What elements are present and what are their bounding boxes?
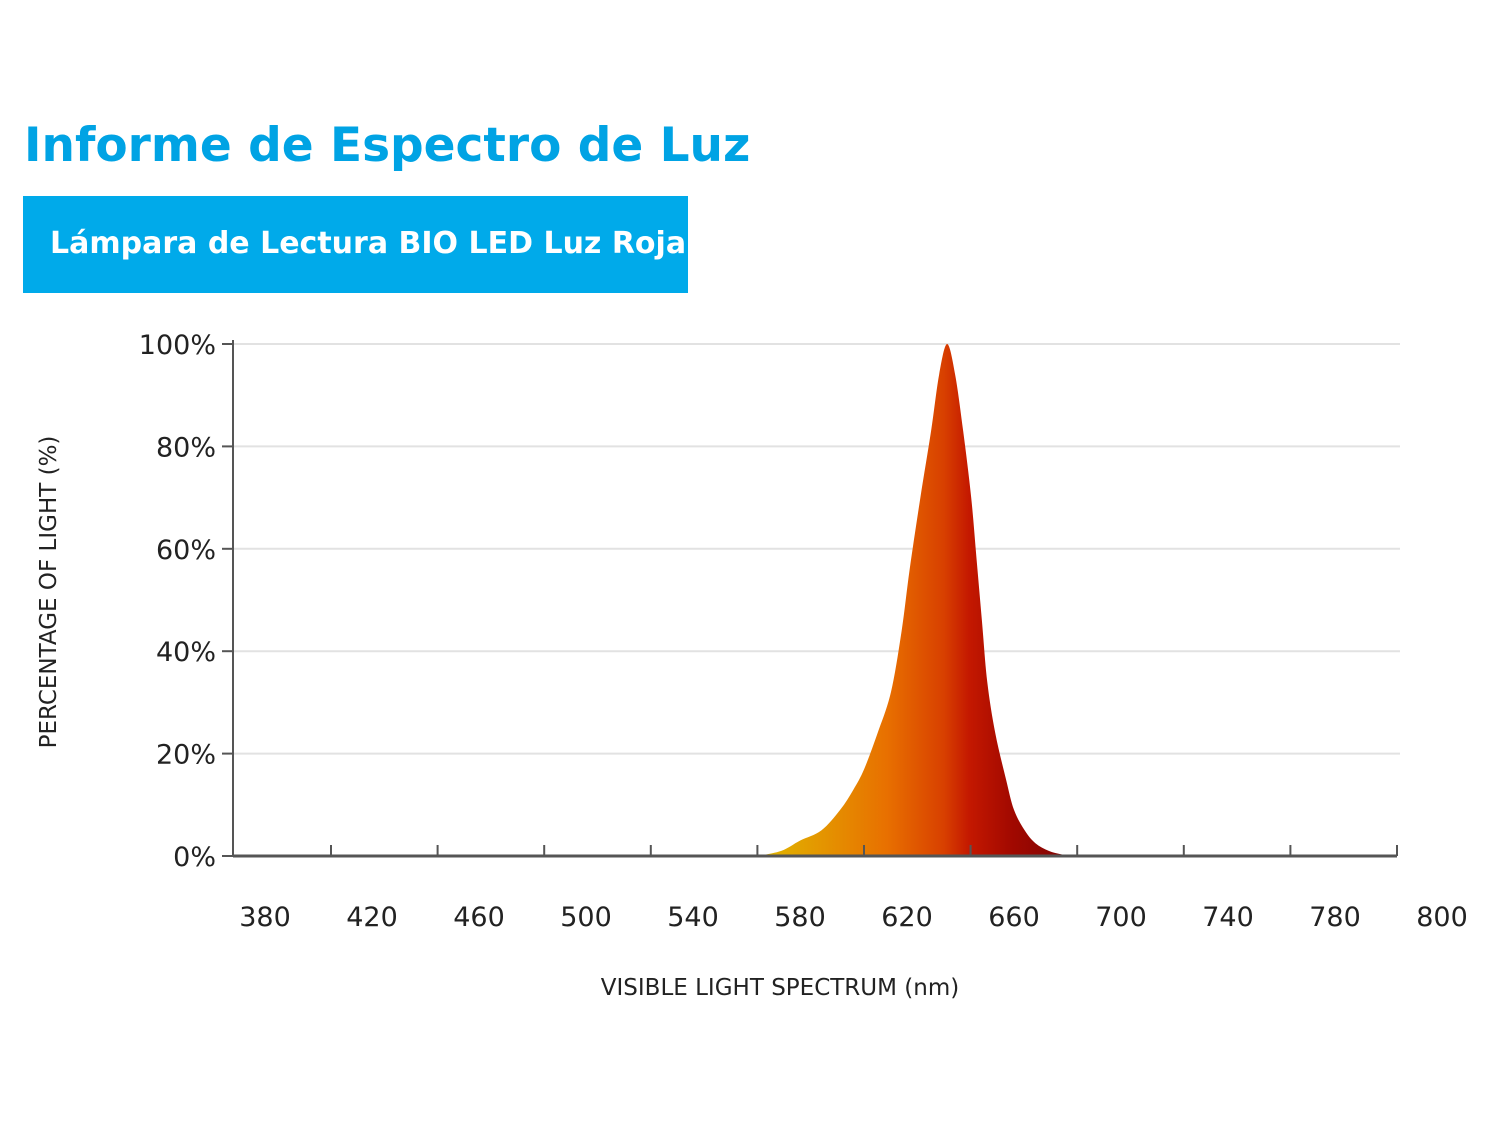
x-tick-label: 420 (346, 902, 398, 933)
x-tick-label: 800 (1416, 902, 1468, 933)
y-tick-label: 40% (156, 637, 216, 668)
x-tick-label: 500 (560, 902, 612, 933)
subtitle: Lámpara de Lectura BIO LED Luz Roja (50, 226, 687, 261)
x-axis-title: VISIBLE LIGHT SPECTRUM (nm) (601, 975, 959, 1001)
x-tick-label: 780 (1309, 902, 1361, 933)
page-title: Informe de Espectro de Luz (24, 118, 751, 173)
x-tick-label: 740 (1202, 902, 1254, 933)
x-tick-label: 620 (881, 902, 933, 933)
x-tick-label: 700 (1095, 902, 1147, 933)
x-tick-label: 540 (667, 902, 719, 933)
subtitle-banner: Lámpara de Lectura BIO LED Luz Roja (23, 196, 688, 293)
y-tick-label: 0% (173, 842, 216, 873)
y-tick-label: 20% (156, 740, 216, 771)
x-tick-label: 580 (774, 902, 826, 933)
x-tick-label: 460 (453, 902, 505, 933)
x-tick-label: 380 (239, 902, 291, 933)
y-tick-label: 60% (156, 535, 216, 566)
y-tick-label: 100% (139, 330, 216, 361)
x-tick-label: 660 (988, 902, 1040, 933)
spectrum-area (757, 344, 1079, 856)
y-tick-label: 80% (156, 432, 216, 463)
y-axis-title: PERCENTAGE OF LIGHT (%) (36, 436, 62, 749)
